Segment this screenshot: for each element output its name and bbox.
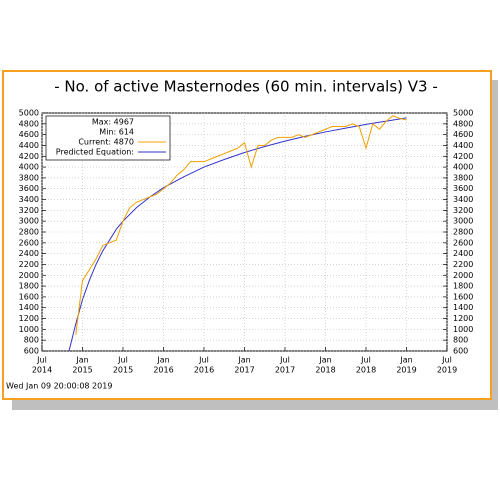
y-tick-label: 4000 bbox=[19, 163, 39, 172]
y-tick-label: 2400 bbox=[19, 249, 39, 258]
y2-tick-label: 4200 bbox=[453, 152, 473, 161]
x-tick-label: Jan bbox=[399, 356, 412, 365]
x-tick-label: Jul bbox=[36, 356, 47, 365]
y-tick-label: 1800 bbox=[19, 282, 39, 291]
legend-note: Max: 4967 bbox=[92, 118, 134, 127]
x-tick-label: Jul bbox=[441, 356, 452, 365]
y-tick-label: 1200 bbox=[19, 314, 39, 323]
legend-label: Current: 4870 bbox=[78, 138, 134, 147]
timestamp: Wed Jan 09 20:00:08 2019 bbox=[6, 382, 112, 391]
y-tick-label: 1600 bbox=[19, 292, 39, 301]
y2-tick-label: 3400 bbox=[453, 195, 473, 204]
x-tick-label: 2017 bbox=[275, 366, 295, 375]
x-tick-label: 2016 bbox=[194, 366, 214, 375]
x-tick-label: Jan bbox=[318, 356, 331, 365]
chart-title: - No. of active Masternodes (60 min. int… bbox=[54, 78, 438, 96]
y2-tick-label: 4800 bbox=[453, 119, 473, 128]
legend-label: Predicted Equation: bbox=[56, 148, 134, 157]
y-tick-label: 4600 bbox=[19, 130, 39, 139]
y2-tick-label: 4400 bbox=[453, 141, 473, 150]
y2-tick-label: 3200 bbox=[453, 206, 473, 215]
y-tick-label: 2000 bbox=[19, 271, 39, 280]
y2-tick-label: 1400 bbox=[453, 303, 473, 312]
x-tick-label: 2018 bbox=[356, 366, 376, 375]
y-tick-label: 4400 bbox=[19, 141, 39, 150]
y-tick-label: 3200 bbox=[19, 206, 39, 215]
y-tick-label: 1000 bbox=[19, 325, 39, 334]
y-tick-label: 800 bbox=[24, 336, 39, 345]
x-tick-label: Jan bbox=[237, 356, 250, 365]
series-line bbox=[68, 117, 407, 352]
y2-tick-label: 3000 bbox=[453, 217, 473, 226]
y-tick-label: 5000 bbox=[19, 109, 39, 118]
y-tick-label: 1400 bbox=[19, 303, 39, 312]
y-tick-label: 4800 bbox=[19, 119, 39, 128]
y-tick-label: 3800 bbox=[19, 173, 39, 182]
y2-tick-label: 600 bbox=[453, 347, 468, 356]
y2-tick-label: 2200 bbox=[453, 260, 473, 269]
y2-tick-label: 3600 bbox=[453, 184, 473, 193]
x-tick-label: Jan bbox=[156, 356, 169, 365]
x-tick-label: Jul bbox=[360, 356, 371, 365]
x-tick-label: 2016 bbox=[153, 366, 173, 375]
y2-tick-label: 2400 bbox=[453, 249, 473, 258]
y2-tick-label: 3800 bbox=[453, 173, 473, 182]
x-tick-label: Jul bbox=[279, 356, 290, 365]
x-tick-label: 2014 bbox=[32, 366, 52, 375]
x-tick-label: 2018 bbox=[315, 366, 335, 375]
series-line bbox=[75, 115, 407, 335]
y-tick-label: 2200 bbox=[19, 260, 39, 269]
x-tick-label: Jan bbox=[75, 356, 88, 365]
x-tick-label: 2019 bbox=[396, 366, 416, 375]
y-tick-label: 3400 bbox=[19, 195, 39, 204]
x-tick-label: 2015 bbox=[72, 366, 92, 375]
y-tick-label: 4200 bbox=[19, 152, 39, 161]
y2-tick-label: 2800 bbox=[453, 228, 473, 237]
y2-tick-label: 1600 bbox=[453, 292, 473, 301]
y2-tick-label: 2600 bbox=[453, 238, 473, 247]
y-tick-label: 2800 bbox=[19, 228, 39, 237]
y2-tick-label: 4600 bbox=[453, 130, 473, 139]
y2-tick-label: 1800 bbox=[453, 282, 473, 291]
y-tick-label: 3600 bbox=[19, 184, 39, 193]
legend-box bbox=[45, 115, 171, 161]
y-tick-label: 600 bbox=[24, 347, 39, 356]
x-tick-label: Jul bbox=[117, 356, 128, 365]
x-tick-label: 2017 bbox=[234, 366, 254, 375]
x-tick-label: 2019 bbox=[437, 366, 457, 375]
y2-tick-label: 5000 bbox=[453, 109, 473, 118]
x-tick-label: Jul bbox=[198, 356, 209, 365]
y2-tick-label: 1000 bbox=[453, 325, 473, 334]
y2-tick-label: 800 bbox=[453, 336, 468, 345]
x-tick-label: 2015 bbox=[113, 366, 133, 375]
y-tick-label: 3000 bbox=[19, 217, 39, 226]
y2-tick-label: 1200 bbox=[453, 314, 473, 323]
legend-note: Min: 614 bbox=[99, 128, 134, 137]
y2-tick-label: 4000 bbox=[453, 163, 473, 172]
y-tick-label: 2600 bbox=[19, 238, 39, 247]
y2-tick-label: 2000 bbox=[453, 271, 473, 280]
